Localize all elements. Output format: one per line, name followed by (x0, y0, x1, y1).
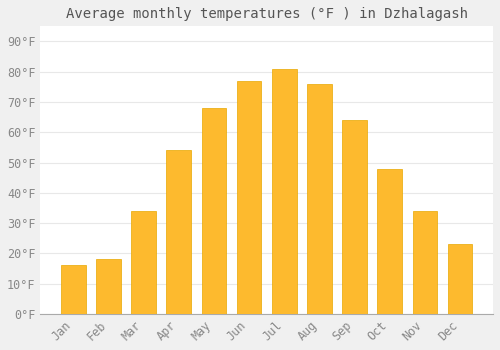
Title: Average monthly temperatures (°F ) in Dzhalagash: Average monthly temperatures (°F ) in Dz… (66, 7, 468, 21)
Bar (342, 120, 367, 314)
Bar (166, 150, 191, 314)
Bar (412, 211, 438, 314)
Bar (202, 108, 226, 314)
Bar (448, 244, 472, 314)
Bar (131, 211, 156, 314)
Bar (272, 69, 296, 314)
Bar (307, 84, 332, 314)
Bar (96, 259, 120, 314)
Bar (237, 81, 262, 314)
Bar (378, 169, 402, 314)
Bar (61, 265, 86, 314)
